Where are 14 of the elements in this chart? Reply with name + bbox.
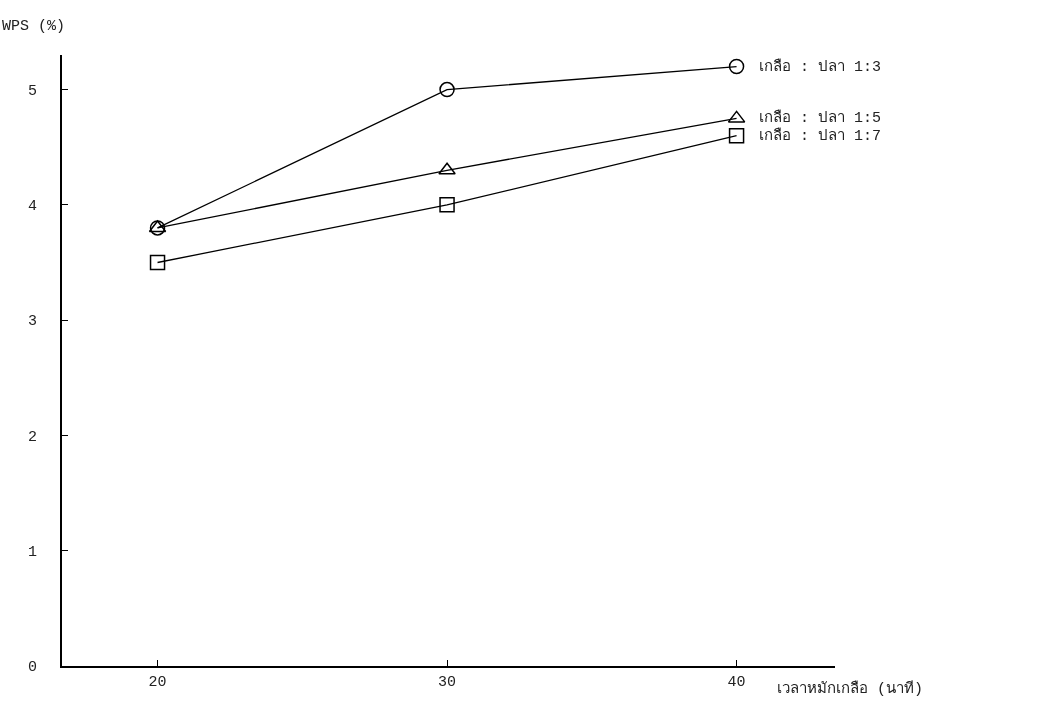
series-label: เกลือ : ปลา 1:5 (759, 109, 882, 127)
y-tick-label: 4 (27, 198, 37, 216)
y-tick-label: 0 (27, 659, 37, 677)
y-axis-title: WPS (%) (2, 18, 66, 35)
y-tick-label: 2 (27, 428, 37, 446)
x-tick-label: 40 (727, 674, 746, 691)
y-tick-label: 3 (27, 313, 37, 331)
y-tick-label: 1 (27, 543, 37, 561)
x-tick-label: 30 (438, 674, 457, 691)
x-axis-title: เวลาหมักเกลือ (นาที) (777, 680, 924, 698)
series-label: เกลือ : ปลา 1:3 (759, 58, 882, 76)
series-label: เกลือ : ปลา 1:7 (759, 127, 882, 145)
x-tick-label: 20 (148, 674, 167, 691)
y-tick-label: 5 (27, 82, 37, 100)
